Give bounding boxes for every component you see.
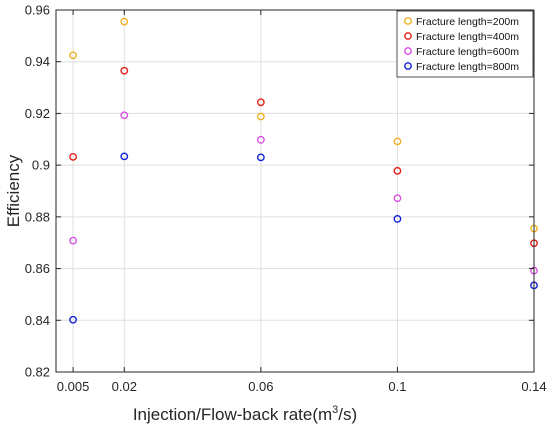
data-point-series-4 (69, 315, 77, 324)
plot-frame (55, 9, 535, 373)
x-tick-label: 0.14 (521, 379, 546, 394)
grid (56, 9, 535, 373)
legend: Fracture length=200m Fracture length=400m… (396, 10, 534, 78)
data-point-series-3 (120, 111, 129, 120)
x-tick-label: 0.06 (248, 379, 273, 394)
data-point-series-4 (120, 152, 129, 161)
data-point-series-1 (69, 51, 77, 60)
data-point-series-4 (256, 153, 265, 162)
data-point-series-4 (393, 215, 402, 223)
x-tick-label: 0.005 (57, 379, 90, 394)
y-tick-label: 0.94 (25, 54, 50, 69)
y-tick-label: 0.88 (25, 209, 50, 224)
data-point-series-2 (393, 166, 402, 175)
y-axis-label: Efficiency (4, 154, 23, 227)
legend-label: Fracture length=400m (416, 31, 519, 43)
y-tick-label: 0.96 (25, 3, 50, 18)
x-tick-label: 0.02 (112, 379, 137, 394)
legend-marker (404, 17, 412, 25)
x-axis-label-pre: Injection/Flow-back rate(m (133, 405, 332, 424)
data-point-series-1 (393, 137, 402, 146)
x-axis-label: Injection/Flow-back rate(m3/s) (133, 404, 357, 424)
data-point-series-2 (69, 152, 77, 161)
legend-marker (404, 62, 412, 70)
legend-label: Fracture length=200m (416, 16, 519, 28)
data-point-series-1 (256, 112, 265, 121)
data-point-series-2 (256, 98, 265, 107)
data-point-series-2 (120, 66, 129, 75)
data-point-series-3 (393, 194, 402, 203)
legend-marker (404, 47, 412, 55)
ticks: 0.005 0.02 0.06 0.1 0.14 0.82 0.84 0.86 0.88 0.9 0… (25, 3, 547, 395)
x-axis-label-post: /s) (338, 405, 357, 424)
legend-label: Fracture length=600m (416, 46, 519, 58)
y-tick-label: 0.9 (32, 158, 50, 173)
y-tick-label: 0.92 (25, 106, 50, 121)
data-point-series-3 (69, 236, 77, 245)
y-tick-label: 0.86 (25, 261, 50, 276)
legend-marker (404, 32, 412, 40)
legend-label: Fracture length=800m (416, 61, 519, 73)
y-tick-label: 0.82 (25, 365, 50, 380)
y-tick-label: 0.84 (25, 313, 50, 328)
data-point-series-3 (256, 135, 265, 144)
data-point-series-1 (120, 17, 129, 26)
x-axis-label-sup: 3 (332, 404, 338, 416)
x-tick-label: 0.1 (388, 379, 406, 394)
legend-box (396, 10, 534, 78)
